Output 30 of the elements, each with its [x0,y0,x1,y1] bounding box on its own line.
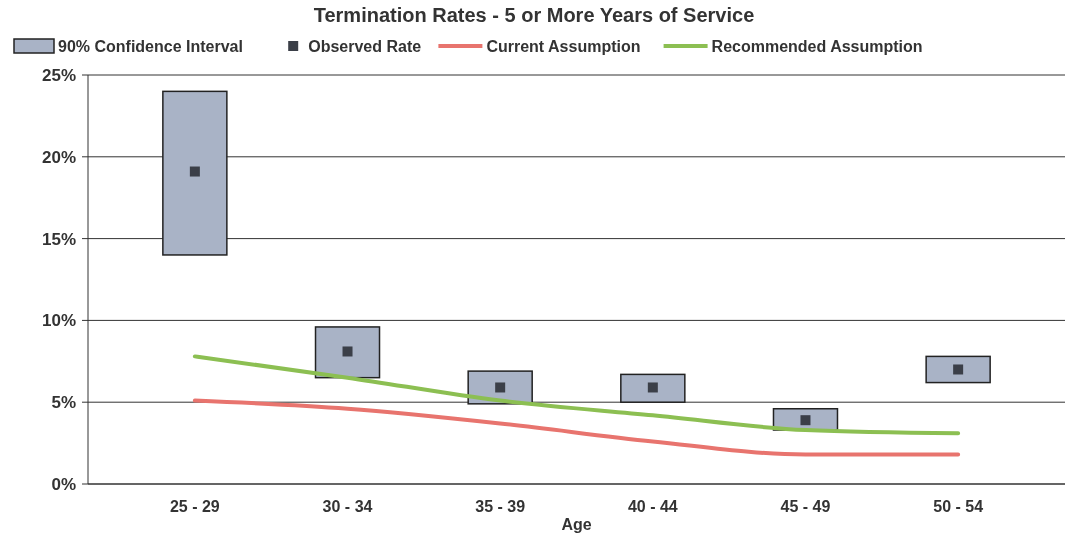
point [647,382,658,393]
bar [620,373,686,403]
y-tick-label: 5% [51,393,76,413]
legend-label: 90% Confidence Interval [58,37,243,55]
legend-label: Current Assumption [486,37,641,55]
legend-label: Recommended Assumption [711,37,923,55]
x-tick-label: 35 - 39 [475,498,526,515]
bar [162,90,228,256]
x-tick-label: 25 - 29 [169,498,220,515]
y-tick-label: 10% [41,311,76,331]
y-tick-label: 20% [41,147,76,167]
bar [925,355,991,384]
point [189,166,200,177]
x-tick-label: 40 - 44 [627,498,678,515]
x-tick-label: 45 - 49 [780,498,831,515]
y-tick-label: 0% [51,474,76,494]
x-tick-label: 50 - 54 [933,498,984,515]
y-tick-label: 15% [41,229,76,249]
x-axis-title: Age [561,516,592,533]
legend-label: Observed Rate [308,37,422,55]
x-tick-label: 30 - 34 [322,498,373,515]
y-tick-label: 25% [41,65,76,85]
point [800,415,811,426]
line-series [192,398,961,457]
line-series [192,354,961,436]
point [953,364,964,375]
point [495,382,506,393]
chart-title: Termination Rates - 5 or More Years of Service [313,4,755,26]
point [342,346,353,357]
bar [314,326,381,379]
